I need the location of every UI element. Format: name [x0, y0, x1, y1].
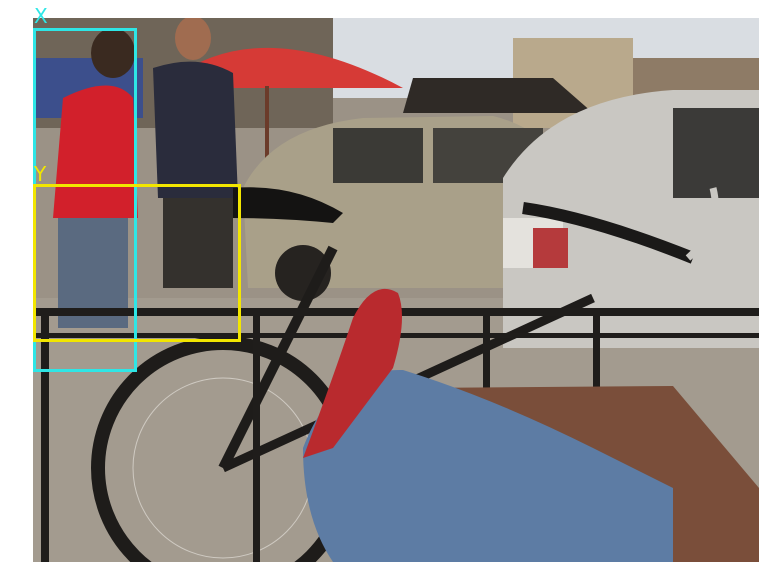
- bounding-box-x-label: X: [34, 4, 48, 28]
- bounding-box-y-label: Y: [34, 162, 47, 186]
- street-cafe-photo: [33, 18, 759, 562]
- bounding-box-y: [33, 184, 241, 342]
- street-cafe-photo-icon: [33, 18, 759, 562]
